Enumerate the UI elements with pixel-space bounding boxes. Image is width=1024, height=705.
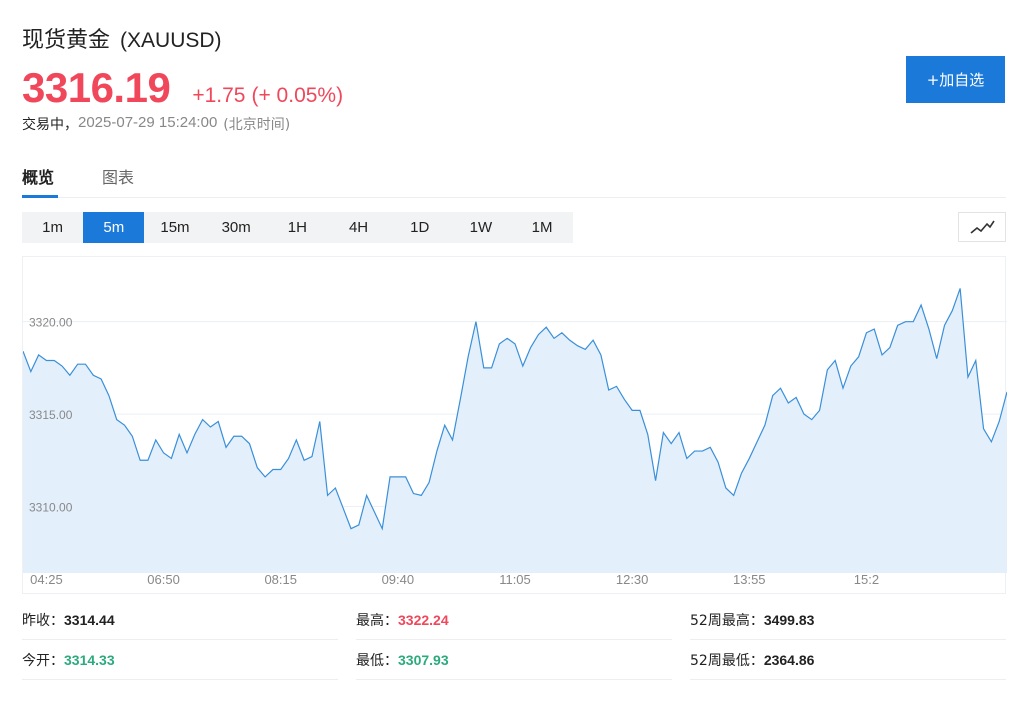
stat-value: 3499.83 xyxy=(763,611,815,628)
stat-52w-high: 52周最高： 3499.83 xyxy=(690,600,1006,640)
period-1w[interactable]: 1W xyxy=(469,219,493,236)
trading-status: 交易中， 2025-07-29 15:24:00 (北京时间) xyxy=(22,114,290,134)
period-5m[interactable]: 5m xyxy=(83,212,145,243)
stat-low: 最低： 3307.93 xyxy=(356,640,672,680)
price-change-percent: (+ 0.05%) xyxy=(251,84,344,107)
stat-label: 最高： xyxy=(356,612,398,629)
quote-row: 3316.19 +1.75 (+ 0.05%) xyxy=(22,64,343,112)
active-tab-indicator xyxy=(22,195,58,198)
period-1m[interactable]: 1m xyxy=(42,219,64,236)
stat-value: 3314.33 xyxy=(64,651,115,668)
x-tick-label: 09:40 xyxy=(382,572,415,587)
stat-value: 3314.44 xyxy=(64,611,115,628)
period-1h[interactable]: 1H xyxy=(287,219,307,236)
instrument-name: 现货黄金 xyxy=(22,28,111,53)
tab-chart[interactable]: 图表 xyxy=(102,168,135,187)
stat-label: 52周最高： xyxy=(690,612,764,629)
period-1mo[interactable]: 1M xyxy=(531,219,553,236)
stat-label: 今开： xyxy=(22,652,64,669)
stat-value: 3307.93 xyxy=(398,651,449,668)
x-tick-label: 04:25 xyxy=(30,572,63,587)
x-tick-label: 15:2 xyxy=(854,572,879,587)
period-15m[interactable]: 15m xyxy=(160,219,190,236)
y-tick-label: 3315.00 xyxy=(29,408,73,422)
line-chart-icon xyxy=(970,220,995,234)
y-tick-label: 3320.00 xyxy=(29,316,73,330)
price-area xyxy=(23,288,1007,573)
x-tick-label: 11:05 xyxy=(499,572,531,587)
stat-open: 今开： 3314.33 xyxy=(22,640,338,680)
period-selector: 1m 5m 15m 30m 1H 4H 1D 1W 1M xyxy=(22,212,573,243)
stat-label: 昨收： xyxy=(22,612,64,629)
chart-type-button[interactable] xyxy=(958,212,1006,242)
status-label: 交易中， xyxy=(22,117,78,133)
price-chart-svg: 3310.00 3315.00 3320.00 04:25 06:50 08:15 09:4… xyxy=(23,288,1007,587)
x-tick-label: 13:55 xyxy=(733,572,766,587)
stat-label: 52周最低： xyxy=(690,652,764,669)
tab-overview[interactable]: 概览 xyxy=(22,168,55,187)
instrument-symbol: (XAUUSD) xyxy=(120,29,222,52)
period-1d[interactable]: 1D xyxy=(410,219,430,236)
last-price: 3316.19 xyxy=(22,64,171,111)
y-tick-label: 3310.00 xyxy=(29,500,73,514)
period-4h[interactable]: 4H xyxy=(348,219,369,236)
stat-value: 3322.24 xyxy=(398,611,449,628)
x-tick-label: 08:15 xyxy=(264,572,297,587)
price-change: +1.75 xyxy=(192,84,246,107)
stat-label: 最低： xyxy=(356,652,398,669)
period-30m[interactable]: 30m xyxy=(221,219,251,236)
timezone-label: (北京时间) xyxy=(223,117,291,133)
instrument-header: 现货黄金 (XAUUSD) xyxy=(22,22,222,54)
tab-bar: 概览 图表 xyxy=(22,160,1006,198)
stat-prev-close: 昨收： 3314.44 xyxy=(22,600,338,640)
add-to-watchlist-button[interactable]: +加自选 xyxy=(906,56,1005,103)
stat-high: 最高： 3322.24 xyxy=(356,600,672,640)
price-chart[interactable]: 3310.00 3315.00 3320.00 04:25 06:50 08:15 09:4… xyxy=(22,256,1007,594)
price-line xyxy=(23,288,1007,531)
quote-time: 2025-07-29 15:24:00 xyxy=(78,114,218,131)
x-tick-label: 12:30 xyxy=(616,572,649,587)
stat-value: 2364.86 xyxy=(763,651,815,668)
stat-52w-low: 52周最低： 2364.86 xyxy=(690,640,1006,680)
x-tick-label: 06:50 xyxy=(147,572,180,587)
